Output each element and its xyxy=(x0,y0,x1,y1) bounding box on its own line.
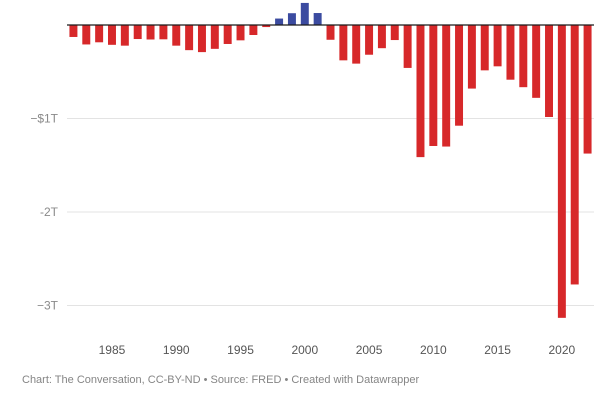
bar-1986 xyxy=(120,25,129,46)
y-tick-label: -2T xyxy=(40,205,59,219)
bar-1988 xyxy=(146,25,155,40)
bar-2000 xyxy=(300,2,309,25)
bar-1987 xyxy=(133,25,142,40)
bar-2014 xyxy=(480,25,489,71)
bar-2020 xyxy=(557,25,566,318)
bar-1994 xyxy=(223,25,232,44)
bar-1996 xyxy=(249,25,258,35)
bar-1990 xyxy=(172,25,181,46)
bar-2019 xyxy=(545,25,553,117)
bar-2004 xyxy=(352,25,361,64)
bar-1998 xyxy=(275,18,284,25)
x-tick-label: 2000 xyxy=(291,343,318,357)
bar-2021 xyxy=(570,25,579,285)
x-tick-label: 2020 xyxy=(549,343,576,357)
deficit-bar-chart: −$1T -2T −3T 1985 1990 1995 2000 2005 2010 2015 20… xyxy=(30,2,594,357)
bar-2016 xyxy=(506,25,515,80)
x-tick-label: 1995 xyxy=(227,343,254,357)
bar-2003 xyxy=(339,25,348,61)
bar-1985 xyxy=(108,25,116,45)
bar-2010 xyxy=(429,25,438,146)
bar-1983 xyxy=(82,25,91,45)
bar-1997 xyxy=(262,25,271,28)
bar-1999 xyxy=(287,13,296,25)
x-tick-label: 2005 xyxy=(356,343,383,357)
bar-2007 xyxy=(390,25,399,41)
y-tick-label: −$1T xyxy=(30,112,58,126)
bar-2018 xyxy=(532,25,541,98)
x-tick-label: 2015 xyxy=(484,343,511,357)
x-tick-label: 2010 xyxy=(420,343,447,357)
bar-1991 xyxy=(185,25,194,51)
bar-2013 xyxy=(467,25,476,89)
bar-2005 xyxy=(365,25,374,55)
y-tick-label: −3T xyxy=(37,299,59,313)
bar-2002 xyxy=(326,25,335,40)
bar-1984 xyxy=(95,25,104,43)
bar-2015 xyxy=(493,25,502,67)
bar-2022 xyxy=(583,25,592,154)
bar-1982 xyxy=(69,25,78,37)
bar-1989 xyxy=(159,25,168,40)
bar-2008 xyxy=(403,25,412,68)
bar-1995 xyxy=(236,25,245,41)
bar-2001 xyxy=(313,13,322,25)
bar-2006 xyxy=(377,25,386,49)
x-tick-label: 1990 xyxy=(163,343,190,357)
bar-1993 xyxy=(210,25,219,49)
bar-2012 xyxy=(455,25,464,126)
bar-2011 xyxy=(442,25,451,147)
x-tick-label: 1985 xyxy=(99,343,126,357)
bar-2017 xyxy=(519,25,528,88)
bar-2009 xyxy=(416,25,425,158)
chart-credit-footer: Chart: The Conversation, CC-BY-ND • Sour… xyxy=(22,374,420,386)
bar-1992 xyxy=(197,25,206,53)
